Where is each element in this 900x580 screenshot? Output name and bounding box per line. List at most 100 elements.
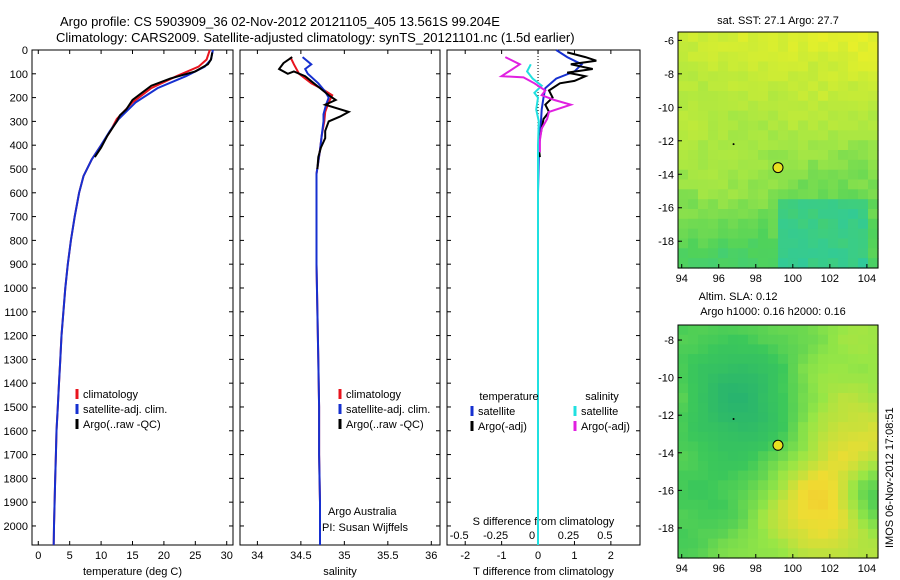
- sst-map-cell: [678, 32, 689, 43]
- salinity-plot-frame: [239, 49, 441, 546]
- sst-map-cell: [768, 248, 779, 259]
- sst-map-cell: [708, 238, 719, 249]
- sst-map-cell: [708, 199, 719, 210]
- sst-map-cell: [778, 209, 789, 220]
- sst-map-cell: [818, 199, 829, 210]
- sla-map-cell: [688, 431, 699, 443]
- sla-map-cell: [678, 519, 689, 530]
- sla-map-cell: [748, 499, 759, 511]
- sla-map-cell: [688, 383, 699, 394]
- sst-map-cell: [778, 41, 789, 53]
- sst-map-cell: [698, 51, 709, 63]
- sst-map-cell: [828, 110, 839, 122]
- sla-map-cell: [728, 431, 739, 443]
- salinity-series-argo: [277, 56, 352, 170]
- sla-map-cell: [778, 393, 789, 404]
- sla-map-cell: [868, 538, 879, 549]
- ytick-label: 300: [10, 116, 28, 128]
- sst-map-cell: [738, 51, 749, 63]
- sla-map-cell: [778, 363, 789, 375]
- sst-map-cell: [758, 140, 769, 151]
- sla-map-cell: [688, 412, 699, 423]
- sst-map-cell: [868, 61, 879, 72]
- sst-map-cell: [758, 110, 769, 122]
- sst-map-cell: [698, 199, 709, 210]
- sla-map-cell: [868, 528, 879, 540]
- ytick-label: 1700: [4, 450, 28, 462]
- sst-map-cell: [708, 258, 719, 269]
- sla-map-cell: [838, 344, 849, 355]
- sla-map-cell: [798, 402, 809, 413]
- sst-map-cell: [818, 189, 829, 200]
- sla-map-cell: [748, 528, 759, 540]
- sst-map-cell: [688, 110, 699, 122]
- sla-map-cell: [758, 538, 769, 549]
- sla-map-cell: [768, 460, 779, 472]
- sla-map-cell: [788, 528, 799, 540]
- sst-map-cell: [738, 169, 749, 181]
- sst-map-cell: [718, 91, 729, 102]
- sla-map-cell: [798, 519, 809, 530]
- difference-xtick-s-label: -0.25: [483, 530, 508, 542]
- sla-map-cell: [768, 480, 779, 491]
- sst-map-cell: [858, 100, 869, 112]
- sla-map-cell: [678, 490, 689, 501]
- sst-map-cell: [768, 71, 779, 82]
- sst-map-cell: [768, 179, 779, 190]
- sla-map-cell: [738, 422, 749, 433]
- sla-map-cell: [778, 334, 789, 345]
- sst-map-cell: [738, 140, 749, 151]
- sla-map-cell: [868, 373, 879, 384]
- sst-map-cell: [858, 238, 869, 249]
- sst-map-cell: [848, 110, 859, 122]
- sst-map-cell: [778, 110, 789, 122]
- sla-map-cell: [678, 509, 689, 520]
- sla-map-cell: [758, 412, 769, 423]
- ytick-label: 1000: [4, 283, 28, 295]
- sst-map-cell: [718, 120, 729, 131]
- sst-map-cell: [758, 228, 769, 240]
- sst-map-cell: [728, 51, 739, 63]
- sst-map-cell: [858, 32, 869, 43]
- sst-map-cell: [828, 100, 839, 112]
- sla-map-cell: [688, 509, 699, 520]
- sst-map-cell: [748, 199, 759, 210]
- sla-map-cell: [838, 402, 849, 413]
- sla-map-cell: [728, 548, 739, 559]
- sla-map-cell: [768, 422, 779, 433]
- sla-map-cell: [848, 334, 859, 345]
- sla-map-cell: [768, 412, 779, 423]
- sst-map-cell: [748, 41, 759, 53]
- sla-map-cell: [828, 402, 839, 413]
- sla-map-cell: [808, 548, 819, 559]
- sla-map-cell: [698, 509, 709, 520]
- sst-map-cell: [728, 218, 739, 230]
- sla-map-cell: [838, 528, 849, 540]
- sla-map-cell: [798, 334, 809, 345]
- sst-map-cell: [848, 61, 859, 72]
- sla-map-cell: [808, 480, 819, 491]
- ytick-label: 800: [10, 235, 28, 247]
- sst-map-cell: [718, 209, 729, 220]
- sst-map-cell: [868, 258, 879, 269]
- sla-map-cell: [828, 412, 839, 423]
- sst-map-cell: [748, 189, 759, 200]
- sla-map-cell: [798, 422, 809, 433]
- sla-map-cell: [838, 451, 849, 462]
- sla-map-cell: [818, 412, 829, 423]
- sst-map-xtick-label: 94: [676, 273, 688, 285]
- sla-map-cell: [808, 509, 819, 520]
- sla-map-cell: [688, 344, 699, 355]
- sla-map-cell: [678, 363, 689, 375]
- sla-map-cell: [808, 451, 819, 462]
- sla-map-cell: [778, 499, 789, 511]
- sst-map-cell: [758, 238, 769, 249]
- sla-map-cell: [858, 344, 869, 355]
- sst-map-cell: [698, 169, 709, 181]
- sst-map-cell: [818, 218, 829, 230]
- sla-map-cell: [778, 354, 789, 365]
- sla-map-cell: [738, 393, 749, 404]
- sst-map-cell: [808, 179, 819, 190]
- sla-map-cell: [768, 528, 779, 540]
- sla-map-cell: [858, 422, 869, 433]
